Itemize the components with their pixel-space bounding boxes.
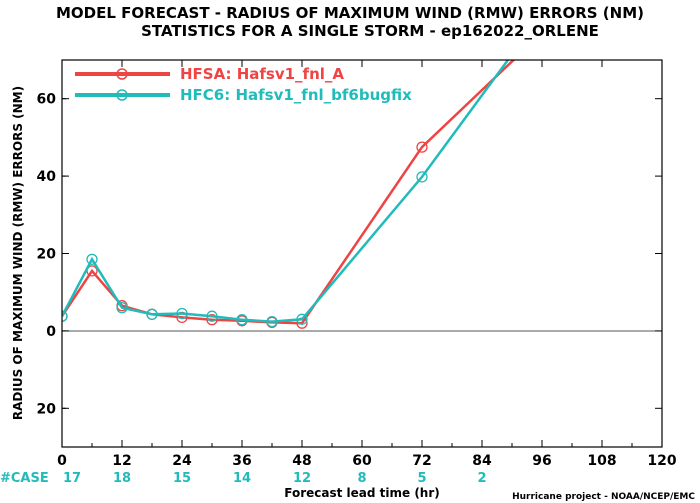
case-count: 17 [63,471,81,486]
data-point [236,314,248,326]
plot-area: 0 12 24 36 48 60 72 84 96 108 120 20 0 20 40 60 [37,59,677,469]
data-point [266,315,278,328]
data-point [416,141,428,153]
case-count: 8 [357,471,366,486]
plot-frame [61,59,663,448]
case-count: 14 [233,471,251,486]
x-axis-label: Forecast lead time (hr) [284,486,440,500]
credit-text: Hurricane project - NOAA/NCEP/EMC [512,492,695,502]
series-line-0 [62,60,516,325]
case-count: 2 [477,471,486,486]
legend-label-hfsa: HFSA: Hafsv1_fnl_A [180,65,344,83]
y-tick-label: 60 [37,92,57,108]
data-point [116,302,128,314]
case-count: 12 [293,471,311,486]
y-tick-label: 20 [37,401,57,417]
case-count: 15 [173,471,191,486]
x-tick-label: 36 [232,453,251,469]
case-count: 5 [417,471,426,486]
x-tick-label: 12 [112,453,131,469]
case-counts: 17 18 15 14 12 8 5 2 [63,471,487,486]
series-line-1 [62,60,510,323]
series-layer [62,60,516,329]
data-point [296,313,308,325]
data-point [416,171,428,183]
x-tick-label: 48 [292,453,311,469]
x-tick-label: 108 [587,453,616,469]
y-axis-label: RADIUS OF MAXIMUM WIND (RMW) ERRORS (NM) [11,86,25,420]
data-point [62,310,68,322]
legend-item-hfsa: HFSA: Hafsv1_fnl_A [75,65,344,83]
x-tick-label: 96 [532,453,551,469]
legend-label-hfc6: HFC6: Hafsv1_fnl_bf6bugfix [180,86,412,104]
legend: HFSA: Hafsv1_fnl_A HFC6: Hafsv1_fnl_bf6b… [75,65,412,104]
legend-marker-hfc6 [116,89,128,101]
case-label: #CASE [0,471,49,486]
x-tick-label: 120 [647,453,676,469]
data-point [206,314,218,326]
case-count: 18 [113,471,131,486]
chart-title: MODEL FORECAST - RADIUS OF MAXIMUM WIND … [56,4,644,22]
x-tick-label: 0 [57,453,67,469]
y-tick-label: 20 [37,247,57,263]
data-point [86,253,98,265]
x-tick-label: 72 [412,453,431,469]
x-axis: 0 12 24 36 48 60 72 84 96 108 120 [57,60,677,469]
y-axis: 20 0 20 40 60 [37,92,662,417]
data-point [146,308,158,320]
x-tick-label: 84 [472,453,492,469]
data-point [206,310,218,322]
x-tick-label: 24 [172,453,192,469]
y-tick-label: 0 [46,324,56,340]
data-point [176,307,188,320]
x-tick-label: 60 [352,453,372,469]
legend-item-hfc6: HFC6: Hafsv1_fnl_bf6bugfix [75,86,412,104]
legend-marker-hfsa [116,68,128,80]
chart-subtitle: STATISTICS FOR A SINGLE STORM - ep162022… [141,22,599,40]
y-tick-label: 40 [37,169,57,185]
